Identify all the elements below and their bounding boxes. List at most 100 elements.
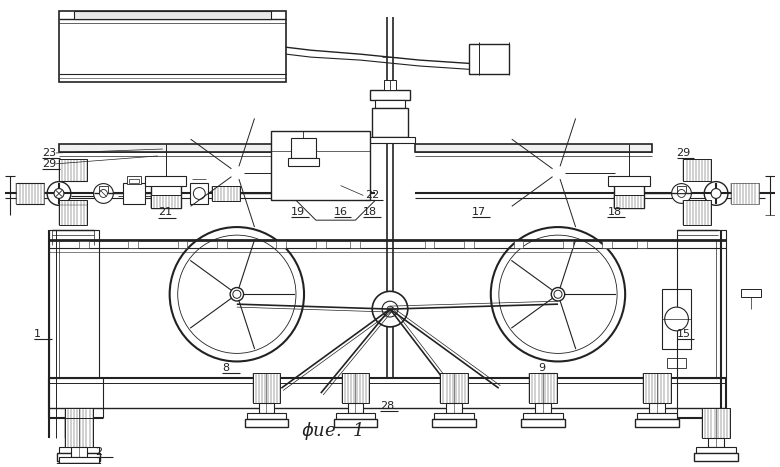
Bar bbox=[74, 11, 271, 19]
Bar bbox=[123, 183, 145, 205]
Bar bbox=[694, 453, 738, 461]
Text: 23: 23 bbox=[42, 148, 56, 158]
Text: 1: 1 bbox=[34, 329, 41, 339]
Text: 22: 22 bbox=[365, 191, 380, 200]
Circle shape bbox=[665, 307, 689, 331]
Bar bbox=[384, 80, 396, 90]
Bar bbox=[608, 176, 650, 185]
Bar bbox=[271, 131, 370, 200]
Circle shape bbox=[382, 301, 398, 317]
Text: 29: 29 bbox=[676, 148, 691, 158]
Bar bbox=[661, 290, 691, 348]
Bar bbox=[127, 176, 141, 184]
Bar bbox=[615, 196, 644, 208]
Circle shape bbox=[672, 184, 691, 203]
Bar bbox=[415, 144, 652, 152]
Bar bbox=[741, 290, 760, 297]
Bar bbox=[151, 196, 180, 208]
Text: 18: 18 bbox=[363, 207, 378, 217]
Bar bbox=[667, 359, 686, 368]
Bar bbox=[178, 241, 187, 248]
Bar bbox=[212, 185, 239, 201]
Text: 15: 15 bbox=[676, 329, 690, 339]
Bar bbox=[513, 241, 523, 248]
Bar bbox=[676, 230, 726, 378]
Text: 2: 2 bbox=[95, 447, 103, 457]
Bar bbox=[289, 158, 319, 166]
Bar bbox=[79, 241, 89, 248]
Bar bbox=[129, 179, 139, 183]
Bar bbox=[259, 403, 275, 413]
Bar bbox=[683, 159, 711, 181]
Bar bbox=[441, 373, 468, 403]
Bar bbox=[59, 159, 87, 181]
Text: 29: 29 bbox=[42, 159, 56, 169]
Bar bbox=[350, 241, 360, 248]
Bar bbox=[683, 200, 711, 225]
Text: 28: 28 bbox=[380, 401, 395, 411]
Bar bbox=[464, 241, 474, 248]
Text: 19: 19 bbox=[291, 207, 305, 217]
Bar bbox=[432, 419, 476, 427]
Bar bbox=[602, 241, 612, 248]
Bar bbox=[521, 419, 565, 427]
Bar bbox=[530, 373, 557, 403]
Bar bbox=[59, 11, 286, 82]
Polygon shape bbox=[296, 200, 375, 220]
Circle shape bbox=[387, 306, 393, 312]
Bar bbox=[59, 457, 98, 463]
Bar bbox=[563, 241, 573, 248]
Bar bbox=[128, 241, 138, 248]
Text: 18: 18 bbox=[608, 207, 622, 217]
Bar bbox=[217, 241, 227, 248]
Circle shape bbox=[170, 227, 304, 361]
Bar bbox=[702, 408, 730, 438]
Circle shape bbox=[372, 291, 408, 327]
Bar bbox=[71, 447, 87, 457]
Bar bbox=[65, 418, 93, 447]
Text: 9: 9 bbox=[538, 363, 545, 374]
Bar bbox=[71, 438, 87, 447]
Text: 21: 21 bbox=[158, 207, 172, 217]
Text: 8: 8 bbox=[222, 363, 229, 374]
Bar bbox=[637, 241, 647, 248]
Bar bbox=[697, 447, 736, 453]
Bar bbox=[424, 241, 434, 248]
Bar bbox=[316, 241, 326, 248]
Bar bbox=[649, 403, 665, 413]
Bar bbox=[276, 241, 286, 248]
Bar bbox=[246, 413, 286, 419]
Circle shape bbox=[554, 290, 562, 298]
Circle shape bbox=[491, 227, 625, 361]
Bar bbox=[245, 419, 289, 427]
Bar bbox=[370, 90, 410, 99]
Circle shape bbox=[100, 190, 108, 198]
Bar bbox=[16, 183, 44, 205]
Bar bbox=[98, 185, 108, 193]
Circle shape bbox=[711, 189, 721, 198]
Circle shape bbox=[193, 188, 205, 199]
Bar bbox=[57, 463, 101, 467]
Bar bbox=[615, 179, 644, 208]
Text: 16: 16 bbox=[334, 207, 348, 217]
Bar bbox=[145, 176, 186, 185]
Bar bbox=[291, 138, 316, 158]
Bar bbox=[372, 107, 408, 137]
Bar bbox=[65, 408, 93, 438]
Circle shape bbox=[230, 288, 243, 301]
Text: $\phi$ue.  1: $\phi$ue. 1 bbox=[301, 420, 362, 443]
Bar bbox=[49, 230, 98, 378]
Bar bbox=[434, 413, 474, 419]
Text: 17: 17 bbox=[472, 207, 486, 217]
Bar bbox=[635, 419, 679, 427]
Bar bbox=[676, 185, 686, 193]
Bar bbox=[375, 99, 405, 107]
Bar bbox=[708, 438, 724, 447]
Bar bbox=[342, 373, 369, 403]
Bar bbox=[535, 403, 551, 413]
Bar bbox=[59, 144, 360, 152]
Circle shape bbox=[232, 290, 241, 298]
Bar bbox=[348, 403, 363, 413]
Bar bbox=[334, 419, 378, 427]
Bar bbox=[643, 373, 671, 403]
